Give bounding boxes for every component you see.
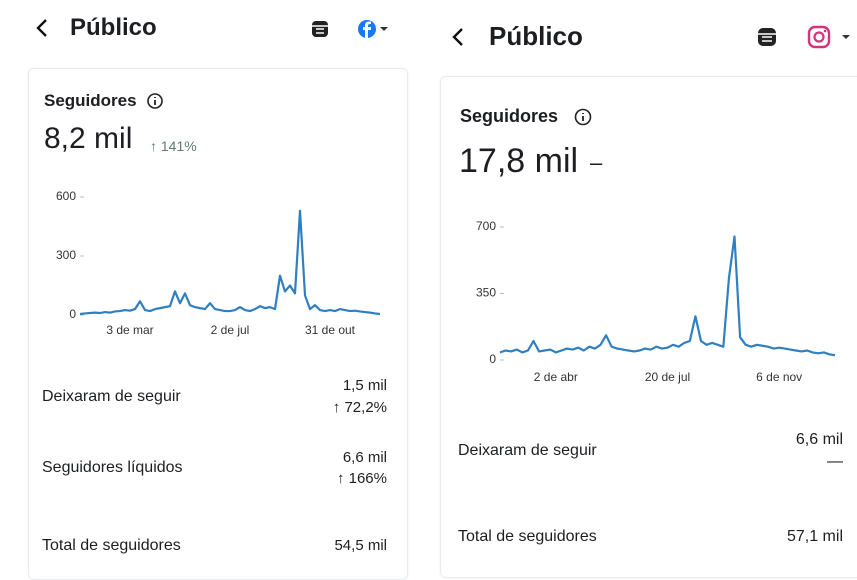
y-tick-label: 350 [476,286,496,300]
x-tick-label: 3 de mar [106,323,153,337]
card-title: Seguidores [44,91,137,110]
header-title: Público [70,14,157,41]
metric: 8,2 mil [44,122,133,155]
chart: 0 300 600 3 de mar 2 de jul 31 de out [56,189,381,337]
header-icons[interactable] [756,24,856,50]
row-label: Deixaram de seguir [458,442,597,459]
info-icon[interactable] [146,92,164,110]
screen: Público Seguidores 8,2 mil ↑ 141% 0 300 60… [28,14,857,580]
header-title: Público [489,21,583,51]
chart: 0 350 700 2 de abr 20 de jul 6 de nov [476,219,836,384]
row-change: ↑ 72,2% [332,399,387,416]
y-tick-label: 0 [69,307,76,321]
line [79,209,381,316]
row-value: 57,1 mil [786,528,843,545]
card [28,68,408,580]
row-value: 1,5 mil [342,377,387,394]
row-value: 6,6 mil [795,431,843,448]
card [440,76,857,578]
x-tick-label: 2 de abr [534,370,578,384]
row-label: Total de seguidores [458,528,597,545]
x-tick-label: 20 de jul [645,370,690,384]
x-tick-label: 6 de nov [756,370,802,384]
metric: 17,8 mil [459,142,579,180]
metric-change: ↑ 141% [150,138,197,154]
x-tick-label: 31 de out [305,323,356,337]
y-tick-label: 0 [489,352,496,366]
y-tick-label: 300 [56,248,76,262]
row-value: 54,5 mil [334,537,387,554]
back-button[interactable] [446,22,470,52]
y-tick-label: 600 [56,189,76,203]
card-title: Seguidores [460,106,559,126]
row-label: Deixaram de seguir [42,388,181,405]
row-change: ↑ 166% [336,470,387,487]
row-label: Seguidores líquidos [42,459,183,476]
row-label: Total de seguidores [42,537,181,554]
info-icon[interactable] [573,107,593,127]
metric-change: – [590,150,603,175]
y-tick-label: 700 [476,219,496,233]
row-value: 6,6 mil [342,449,387,466]
line [499,235,836,357]
header-icons[interactable] [310,18,390,42]
x-tick-label: 2 de jul [211,323,250,337]
back-button[interactable] [30,14,54,42]
row-change: — [827,453,843,470]
